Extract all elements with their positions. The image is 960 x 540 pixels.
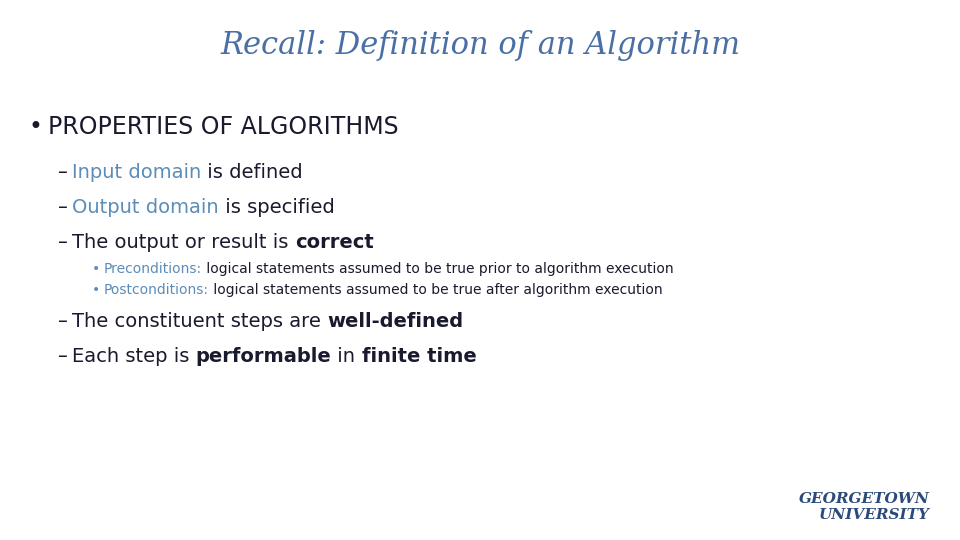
Text: correct: correct [295, 233, 373, 252]
Text: Input domain: Input domain [72, 163, 202, 182]
Text: Postconditions:: Postconditions: [104, 283, 209, 297]
Text: GEORGETOWN: GEORGETOWN [799, 492, 930, 506]
Text: is defined: is defined [202, 163, 302, 182]
Text: Output domain: Output domain [72, 198, 219, 217]
Text: is specified: is specified [219, 198, 334, 217]
Text: •: • [92, 283, 100, 297]
Text: performable: performable [196, 347, 331, 366]
Text: finite time: finite time [362, 347, 476, 366]
Text: The output or result is: The output or result is [72, 233, 295, 252]
Text: –: – [58, 312, 68, 331]
Text: Preconditions:: Preconditions: [104, 262, 203, 276]
Text: •: • [28, 115, 42, 139]
Text: –: – [58, 198, 68, 217]
Text: Each step is: Each step is [72, 347, 196, 366]
Text: logical statements assumed to be true after algorithm execution: logical statements assumed to be true af… [209, 283, 662, 297]
Text: –: – [58, 233, 68, 252]
Text: logical statements assumed to be true prior to algorithm execution: logical statements assumed to be true pr… [203, 262, 674, 276]
Text: in: in [331, 347, 362, 366]
Text: The constituent steps are: The constituent steps are [72, 312, 327, 331]
Text: –: – [58, 163, 68, 182]
Text: UNIVERSITY: UNIVERSITY [819, 508, 930, 522]
Text: •: • [92, 262, 100, 276]
Text: PROPERTIES OF ALGORITHMS: PROPERTIES OF ALGORITHMS [48, 115, 398, 139]
Text: –: – [58, 347, 68, 366]
Text: well-defined: well-defined [327, 312, 464, 331]
Text: Recall: Definition of an Algorithm: Recall: Definition of an Algorithm [220, 30, 740, 61]
